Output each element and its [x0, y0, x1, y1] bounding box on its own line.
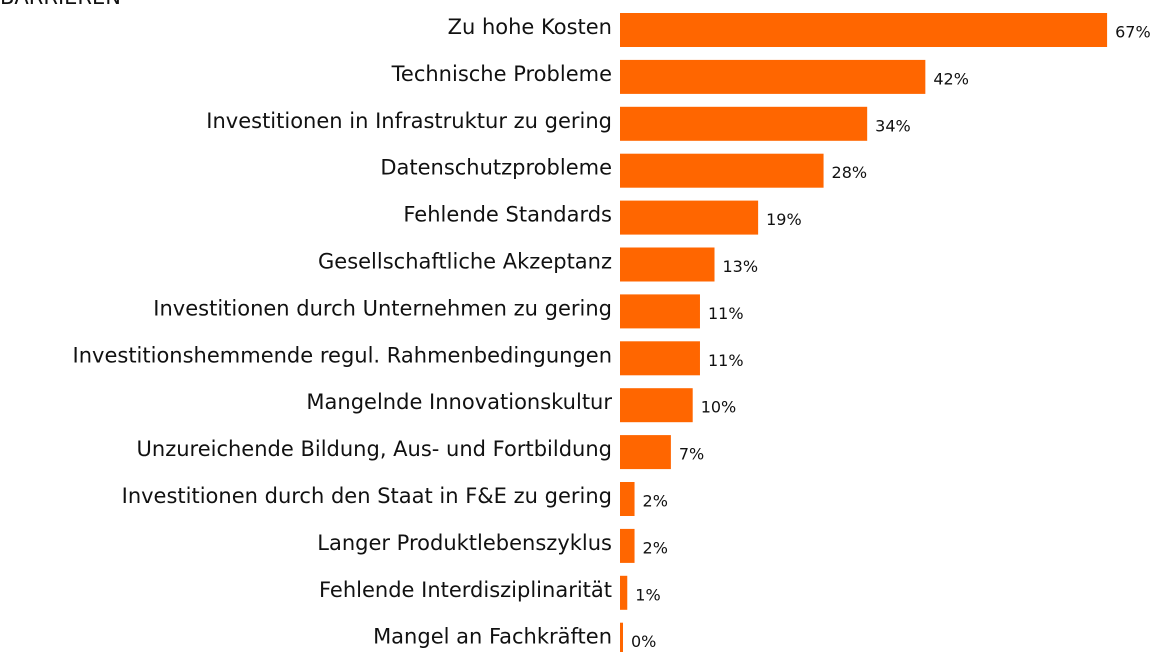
value-label: 0% — [631, 632, 656, 651]
value-label: 7% — [679, 445, 704, 464]
value-label: 2% — [643, 492, 668, 511]
category-label: Investitionen in Infrastruktur zu gering — [206, 109, 612, 133]
chart-title: BARRIEREN — [0, 0, 121, 9]
bar — [620, 622, 623, 652]
bar — [620, 388, 693, 423]
value-label: 34% — [875, 116, 911, 135]
category-label: Investitionshemmende regul. Rahmenbeding… — [73, 343, 612, 367]
category-label: Datenschutzprobleme — [380, 156, 612, 180]
category-label: Gesellschaftliche Akzeptanz — [318, 250, 612, 274]
bar — [620, 482, 635, 516]
value-label: 42% — [933, 69, 969, 88]
bar — [620, 59, 926, 94]
bar — [620, 575, 628, 610]
category-label: Investitionen durch Unternehmen zu gerin… — [153, 296, 612, 320]
category-label: Langer Produktlebenszyklus — [317, 531, 612, 555]
bar — [620, 294, 700, 329]
value-label: 11% — [708, 304, 744, 323]
value-label: 1% — [635, 585, 660, 604]
category-label: Fehlende Interdisziplinarität — [319, 578, 612, 602]
value-label: 67% — [1115, 23, 1151, 42]
bar — [620, 106, 868, 141]
category-label: Technische Probleme — [391, 62, 612, 86]
value-label: 19% — [766, 210, 802, 229]
value-label: 10% — [701, 398, 737, 417]
bar — [620, 247, 715, 282]
bar — [620, 341, 700, 376]
category-label: Fehlende Standards — [403, 203, 612, 227]
bar — [620, 153, 824, 188]
category-label: Unzureichende Bildung, Aus- und Fortbild… — [137, 437, 612, 461]
value-label: 28% — [832, 163, 868, 182]
bar — [620, 13, 1108, 47]
category-label: Mangelnde Innovationskultur — [306, 390, 612, 414]
category-label: Zu hohe Kosten — [448, 15, 612, 39]
bar — [620, 435, 671, 470]
bar — [620, 528, 635, 563]
value-label: 13% — [723, 257, 759, 276]
category-label: Mangel an Fachkräften — [373, 625, 612, 649]
bar — [620, 200, 759, 235]
value-label: 2% — [643, 538, 668, 557]
category-label: Investitionen durch den Staat in F&E zu … — [122, 484, 612, 508]
value-label: 11% — [708, 351, 744, 370]
